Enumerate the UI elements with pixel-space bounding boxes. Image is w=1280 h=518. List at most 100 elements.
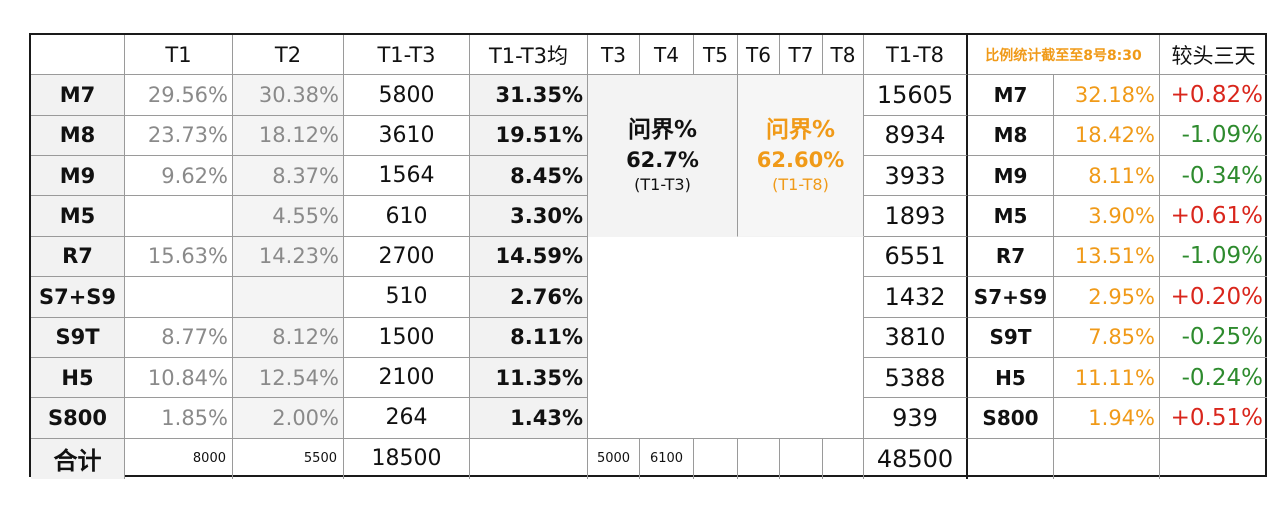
row-delta: +0.61%	[1160, 196, 1267, 237]
row-t2: 30.38%	[233, 75, 344, 116]
panel-right-title: 问界%	[765, 117, 836, 144]
total-t1-t3: 18500	[344, 438, 470, 479]
total-avg-empty	[470, 438, 588, 479]
total-model-empty	[968, 438, 1054, 479]
row-t1-t3: 1564	[344, 156, 470, 197]
row-t1: 10.84%	[125, 357, 233, 399]
header-t8: T8	[823, 35, 864, 76]
row-ratio: 8.11%	[1054, 156, 1160, 197]
total-t7	[780, 438, 823, 479]
panel-right-value: 62.60%	[756, 148, 845, 173]
row-t1-t3-avg: 3.30%	[470, 196, 588, 237]
row-model-repeat: S9T	[968, 317, 1054, 358]
panel-left-range: (T1-T3)	[634, 175, 691, 195]
row-t1-t3-avg: 14.59%	[470, 236, 588, 278]
row-t1: 8.77%	[125, 317, 233, 358]
row-model: H5	[31, 357, 125, 399]
row-model-repeat: M5	[968, 196, 1054, 237]
row-delta: -1.09%	[1160, 116, 1267, 157]
row-t1-t3-avg: 19.51%	[470, 115, 588, 157]
header-t1-t3: T1-T3	[344, 35, 470, 76]
row-ratio: 13.51%	[1054, 236, 1160, 278]
row-ratio: 1.94%	[1054, 398, 1160, 439]
row-model: S800	[31, 398, 125, 439]
total-label: 合计	[31, 438, 125, 479]
row-t2: 8.12%	[233, 317, 344, 358]
row-t1: 1.85%	[125, 398, 233, 439]
row-ratio: 7.85%	[1054, 317, 1160, 358]
row-t1-t3: 264	[344, 398, 470, 439]
row-t2: 4.55%	[233, 196, 344, 237]
row-ratio: 3.90%	[1054, 196, 1160, 237]
row-t1-t8: 939	[864, 398, 968, 439]
row-t1-t3: 2700	[344, 236, 470, 278]
row-model-repeat: M9	[968, 156, 1054, 197]
header-t2: T2	[233, 35, 344, 76]
row-model: M9	[31, 156, 125, 197]
row-t1-t3-avg: 2.76%	[470, 277, 588, 318]
header-t1-t3-avg: T1-T3均	[470, 35, 588, 76]
row-t2: 14.23%	[233, 236, 344, 278]
row-t1-t8: 3810	[864, 317, 968, 358]
row-model: M5	[31, 196, 125, 237]
header-t3: T3	[588, 35, 640, 76]
row-t2: 2.00%	[233, 398, 344, 439]
sales-ratio-table: T1 T2 T1-T3 T1-T3均 T3 T4 T5 T6 T7 T8 T1-…	[29, 33, 1267, 479]
row-t1-t3-avg: 11.35%	[470, 357, 588, 399]
row-delta: -0.25%	[1160, 318, 1267, 358]
total-t5	[694, 438, 738, 479]
row-t1	[125, 277, 233, 318]
row-model: R7	[31, 236, 125, 278]
row-t1-t3: 610	[344, 196, 470, 237]
total-t1: 8000	[125, 438, 233, 479]
total-ratio-empty	[1054, 438, 1160, 479]
row-t1-t3: 510	[344, 277, 470, 318]
row-delta: -1.09%	[1160, 237, 1267, 278]
row-t1: 15.63%	[125, 236, 233, 278]
row-t1-t8: 15605	[864, 75, 968, 116]
row-t1	[125, 196, 233, 237]
header-t6: T6	[738, 35, 780, 76]
header-t7: T7	[780, 35, 823, 76]
row-t1-t3-avg: 31.35%	[470, 75, 588, 116]
row-model: S7+S9	[31, 277, 125, 318]
row-t1-t3-avg: 8.11%	[470, 317, 588, 358]
row-t2: 12.54%	[233, 357, 344, 399]
row-model-repeat: H5	[968, 357, 1054, 399]
row-t1-t3: 5800	[344, 75, 470, 116]
total-t3: 5000	[588, 438, 640, 479]
row-delta: +0.82%	[1160, 75, 1267, 116]
row-delta: -0.24%	[1160, 358, 1267, 399]
row-delta: +0.51%	[1160, 398, 1267, 439]
row-t1-t3: 2100	[344, 357, 470, 399]
row-delta: +0.20%	[1160, 277, 1267, 318]
header-t4: T4	[640, 35, 694, 76]
header-t1: T1	[125, 35, 233, 76]
panel-right-range: (T1-T8)	[772, 175, 829, 195]
row-t1-t8: 3933	[864, 156, 968, 197]
row-ratio: 2.95%	[1054, 277, 1160, 318]
total-compare-empty	[1160, 439, 1267, 479]
row-t1-t8: 8934	[864, 115, 968, 157]
row-ratio: 11.11%	[1054, 357, 1160, 399]
row-model: M7	[31, 75, 125, 116]
header-compare: 较头三天	[1160, 35, 1267, 76]
row-model: M8	[31, 115, 125, 157]
total-t1-t8: 48500	[864, 438, 968, 479]
row-t1-t3-avg: 1.43%	[470, 398, 588, 439]
row-model-repeat: S800	[968, 398, 1054, 439]
total-t6	[738, 438, 780, 479]
header-t5: T5	[694, 35, 738, 76]
header-ratio-note: 比例统计截至至8号8:30	[968, 35, 1160, 76]
total-t2: 5500	[233, 438, 344, 479]
panel-wenjie-t1-t8: 问界% 62.60% (T1-T8)	[738, 75, 864, 237]
total-t4: 6100	[640, 438, 694, 479]
panel-left-title: 问界%	[627, 117, 698, 144]
row-model-repeat: S7+S9	[968, 277, 1054, 318]
row-ratio: 32.18%	[1054, 75, 1160, 116]
header-t1-t8: T1-T8	[864, 35, 968, 76]
row-model: S9T	[31, 317, 125, 358]
row-t1: 9.62%	[125, 156, 233, 197]
blank-area	[588, 236, 864, 439]
row-model-repeat: M8	[968, 115, 1054, 157]
